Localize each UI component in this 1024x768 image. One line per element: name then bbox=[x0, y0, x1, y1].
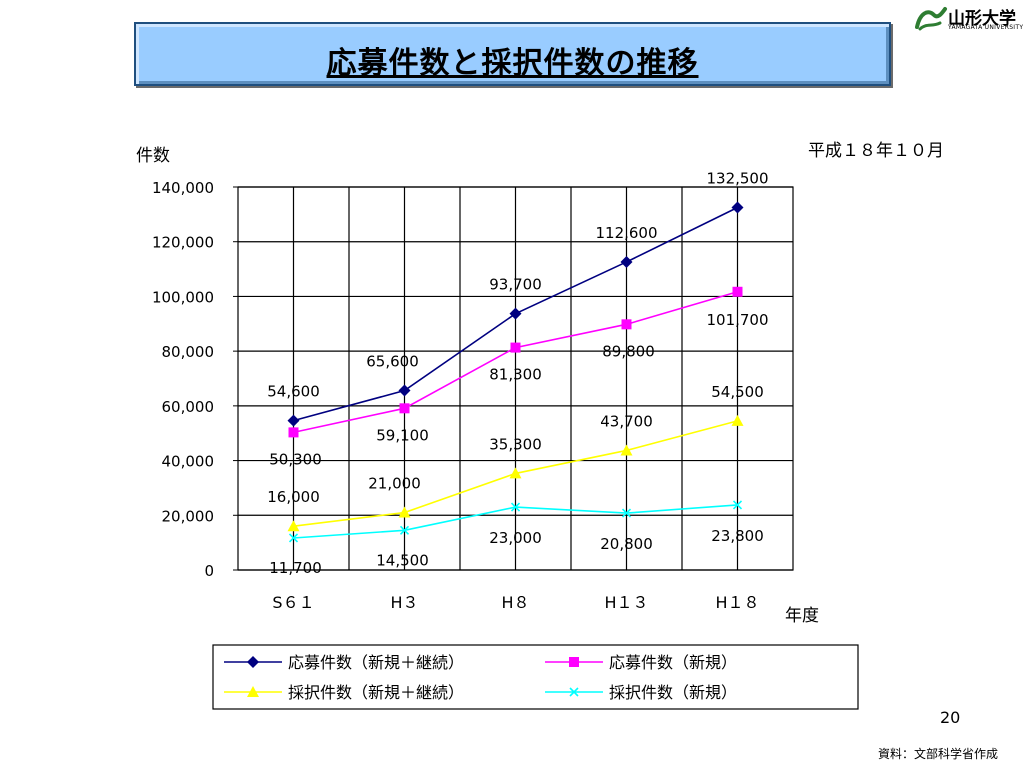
data-label: 23,000 bbox=[489, 529, 542, 547]
university-logo: 山形大学 YAMAGATA UNIVERSITY bbox=[912, 4, 1024, 34]
legend: 応募件数（新規＋継続） 応募件数（新規） 採択件数（新規＋継続） 採択件数（新規） bbox=[212, 644, 859, 710]
point-marker bbox=[399, 403, 410, 414]
point-marker bbox=[621, 319, 632, 330]
x-axis-ticks: S６１ H３ H８ H１３ H１８ bbox=[272, 593, 759, 612]
legend-label: 応募件数（新規） bbox=[609, 653, 737, 672]
x-axis-title: 年度 bbox=[785, 606, 819, 626]
point-marker bbox=[620, 444, 633, 456]
y-tick-label: 0 bbox=[204, 562, 214, 580]
data-label: 20,800 bbox=[600, 535, 653, 553]
x-tick-label: H３ bbox=[390, 593, 418, 612]
logo-subtitle: YAMAGATA UNIVERSITY bbox=[948, 24, 1024, 31]
point-marker bbox=[247, 686, 259, 697]
point-marker bbox=[288, 427, 299, 438]
point-marker bbox=[247, 656, 259, 668]
series-group bbox=[287, 201, 744, 543]
point-marker bbox=[509, 467, 522, 479]
y-tick-label: 120,000 bbox=[152, 234, 214, 252]
y-axis-ticks: 0 20,000 40,000 60,000 80,000 100,000 120,000 1… bbox=[152, 179, 214, 580]
legend-label: 応募件数（新規＋継続） bbox=[288, 653, 464, 672]
point-marker bbox=[509, 307, 522, 320]
data-label: 89,800 bbox=[602, 342, 655, 360]
point-marker bbox=[398, 384, 411, 397]
point-marker bbox=[731, 201, 744, 214]
data-label: 132,500 bbox=[706, 170, 768, 188]
legend-item: 応募件数（新規） bbox=[545, 653, 737, 672]
source-note: 資料：文部科学省作成 bbox=[878, 747, 999, 761]
slide-title: 応募件数と採択件数の推移 bbox=[326, 46, 699, 81]
legend-box bbox=[212, 644, 859, 710]
point-marker bbox=[621, 508, 632, 518]
series-diamond bbox=[287, 201, 744, 427]
point-marker bbox=[288, 533, 299, 543]
data-label: 50,300 bbox=[269, 450, 322, 468]
x-tick-label: S６１ bbox=[272, 593, 314, 612]
point-marker bbox=[287, 414, 300, 427]
y-axis-title: 件数 bbox=[136, 146, 170, 166]
point-marker bbox=[287, 520, 300, 532]
point-marker bbox=[398, 506, 411, 518]
point-marker bbox=[510, 502, 521, 512]
data-label: 14,500 bbox=[376, 551, 429, 569]
data-label: 11,700 bbox=[269, 559, 322, 577]
legend-label: 採択件数（新規＋継続） bbox=[288, 683, 464, 702]
y-tick-label: 20,000 bbox=[162, 507, 215, 525]
y-tick-label: 100,000 bbox=[152, 288, 214, 306]
x-tick-label: H１３ bbox=[604, 593, 648, 612]
data-label: 101,700 bbox=[706, 311, 768, 329]
legend-label: 採択件数（新規） bbox=[609, 683, 737, 702]
series-x bbox=[288, 500, 743, 543]
data-label: 35,300 bbox=[489, 435, 542, 453]
x-tick-label: H８ bbox=[501, 593, 529, 612]
y-tick-label: 40,000 bbox=[162, 453, 215, 471]
data-label: 16,000 bbox=[267, 488, 320, 506]
x-tick-label: H１８ bbox=[715, 593, 759, 612]
data-label: 93,700 bbox=[489, 276, 542, 294]
point-marker bbox=[510, 342, 521, 353]
point-marker bbox=[569, 657, 579, 667]
data-label: 59,100 bbox=[376, 426, 429, 444]
logo-mark-icon bbox=[915, 7, 947, 31]
point-marker bbox=[732, 500, 743, 510]
y-tick-label: 60,000 bbox=[162, 398, 215, 416]
data-label: 23,800 bbox=[711, 527, 764, 545]
point-marker bbox=[732, 286, 743, 297]
point-marker bbox=[620, 255, 633, 268]
data-label: 81,300 bbox=[489, 366, 542, 384]
title-banner: 応募件数と採択件数の推移 bbox=[134, 22, 891, 86]
point-marker bbox=[731, 414, 744, 426]
legend-item: 応募件数（新規＋継続） bbox=[224, 653, 464, 672]
data-label: 21,000 bbox=[368, 475, 421, 493]
data-labels: 54,600 65,600 93,700 112,600 132,500 50,300 59… bbox=[267, 170, 768, 577]
y-tick-label: 80,000 bbox=[162, 343, 215, 361]
data-label: 54,600 bbox=[267, 383, 320, 401]
data-label: 65,600 bbox=[366, 353, 419, 371]
legend-item: 採択件数（新規） bbox=[545, 683, 737, 702]
series-triangle bbox=[287, 414, 744, 532]
point-marker bbox=[569, 687, 579, 697]
page-number: 20 bbox=[940, 708, 961, 727]
data-label: 112,600 bbox=[595, 224, 657, 242]
date-label: 平成１８年１０月 bbox=[808, 141, 944, 161]
legend-item: 採択件数（新規＋継続） bbox=[224, 683, 464, 702]
logo-name: 山形大学 bbox=[948, 9, 1016, 29]
data-label: 54,500 bbox=[711, 383, 764, 401]
series-square bbox=[288, 286, 743, 438]
data-label: 43,700 bbox=[600, 412, 653, 430]
y-tick-label: 140,000 bbox=[152, 179, 214, 197]
point-marker bbox=[399, 525, 410, 535]
